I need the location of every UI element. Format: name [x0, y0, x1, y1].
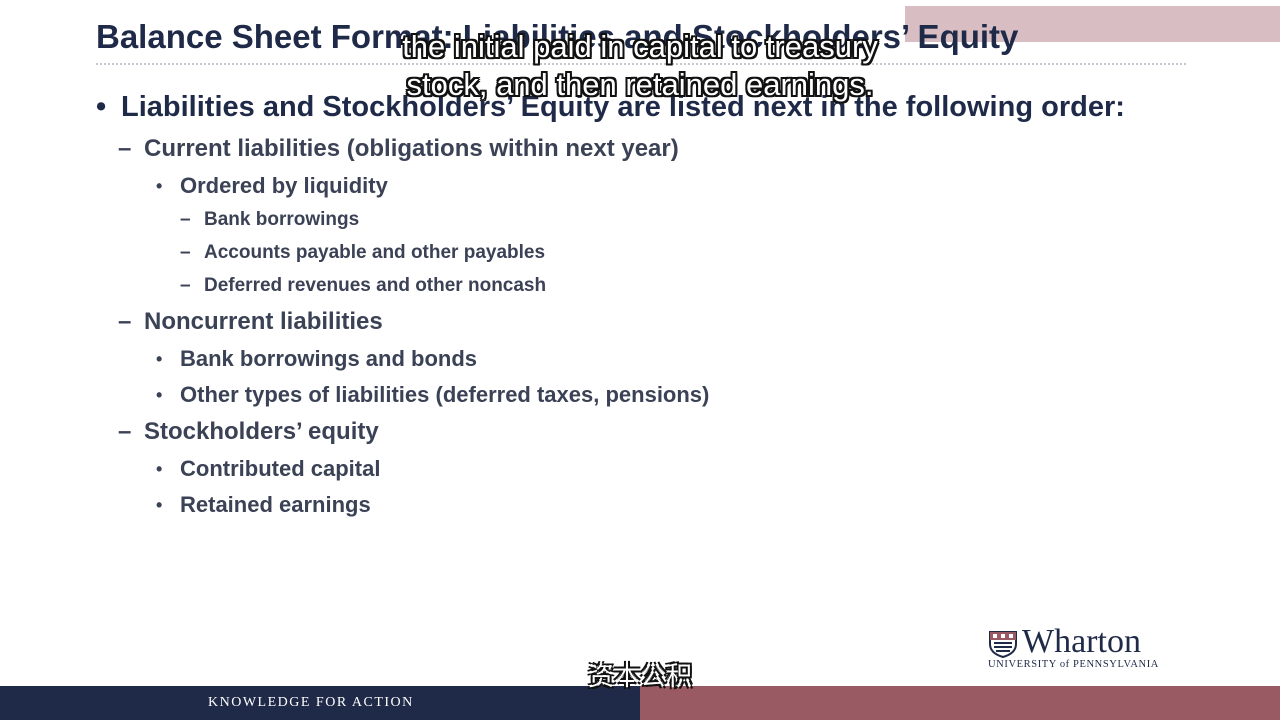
section-label: Noncurrent liabilities	[144, 308, 383, 335]
sub-list-item: – Accounts payable and other payables	[96, 240, 1176, 266]
sub-list-item: – Bank borrowings	[96, 207, 1176, 233]
list-item: • Contributed capital	[96, 455, 1176, 483]
main-bullet-text: Liabilities and Stockholders’ Equity are…	[121, 91, 1125, 123]
section-current-liabilities: – Current liabilities (obligations withi…	[96, 134, 1176, 164]
section-label: Current liabilities (obligations within …	[144, 135, 679, 162]
footer-burgundy-band	[640, 686, 1280, 720]
bullet-dot: •	[156, 176, 163, 196]
bullet-dot: •	[156, 459, 163, 479]
list-item-label: Bank borrowings and bonds	[180, 346, 478, 371]
logo-wordmark: Wharton	[1022, 623, 1141, 660]
sub-list-item-label: Accounts payable and other payables	[204, 242, 546, 263]
logo-subtitle: UNIVERSITY of PENNSYLVANIA	[988, 659, 1159, 670]
sub-list-item-label: Deferred revenues and other noncash	[204, 275, 547, 296]
list-item: • Ordered by liquidity	[96, 172, 1176, 200]
section-noncurrent-liabilities: – Noncurrent liabilities	[96, 307, 1176, 337]
dash-marker: –	[118, 135, 132, 162]
dash-marker: –	[118, 308, 132, 335]
list-item: • Bank borrowings and bonds	[96, 345, 1176, 373]
list-item-label: Ordered by liquidity	[180, 173, 388, 198]
main-bullet: • Liabilities and Stockholders’ Equity a…	[96, 88, 1176, 126]
list-item-label: Retained earnings	[180, 492, 371, 517]
list-item: • Retained earnings	[96, 491, 1176, 519]
bullet-dot: •	[156, 385, 163, 405]
slide-content: • Liabilities and Stockholders’ Equity a…	[96, 88, 1176, 519]
section-stockholders-equity: – Stockholders’ equity	[96, 417, 1176, 447]
list-item-label: Contributed capital	[180, 456, 381, 481]
title-divider	[96, 63, 1186, 65]
dash-marker: –	[180, 209, 191, 230]
dash-marker: –	[180, 242, 191, 263]
list-item-label: Other types of liabilities (deferred tax…	[180, 382, 710, 407]
bullet-dot: •	[156, 495, 163, 515]
bullet-dot: •	[96, 91, 107, 123]
subtitle-line-2: stock, and then retained earnings.	[406, 67, 874, 102]
list-item: • Other types of liabilities (deferred t…	[96, 381, 1176, 409]
shield-icon	[989, 631, 1017, 658]
sub-list-item: – Deferred revenues and other noncash	[96, 273, 1176, 299]
slide-title: Balance Sheet Format: Liabilities and St…	[96, 18, 1019, 55]
dash-marker: –	[180, 275, 191, 296]
subtitle-english: the initial paid in capital to treasury …	[280, 28, 1000, 104]
footer-tagline: KNOWLEDGE FOR ACTION	[208, 695, 414, 710]
section-label: Stockholders’ equity	[144, 418, 379, 445]
dash-marker: –	[118, 418, 132, 445]
bullet-dot: •	[156, 349, 163, 369]
subtitle-line-1: the initial paid in capital to treasury	[402, 29, 878, 64]
top-accent-bar	[905, 6, 1280, 42]
footer-navy-band: KNOWLEDGE FOR ACTION	[0, 686, 640, 720]
subtitle-chinese: 资本公积	[587, 661, 692, 691]
wharton-logo: Wharton UNIVERSITY of PENNSYLVANIA	[988, 624, 1198, 672]
sub-list-item-label: Bank borrowings	[204, 209, 360, 230]
